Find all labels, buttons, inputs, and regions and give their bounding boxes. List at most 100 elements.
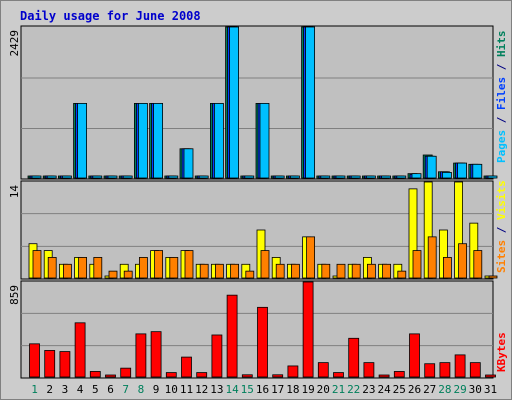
bar-kbytes-day-18 — [287, 365, 299, 378]
legend-visits-label: Visits — [495, 180, 508, 226]
x-tick-label-day-4: 4 — [77, 383, 84, 396]
x-tick-label-day-30: 30 — [469, 383, 482, 396]
bar-pages-day-24 — [381, 175, 392, 179]
bar-pages-day-25 — [396, 175, 407, 179]
bar-sites-day-12 — [199, 263, 209, 279]
bar-pages-day-18 — [289, 175, 300, 179]
panel-middle-legend: Sites / Visits — [495, 180, 508, 273]
bar-pages-day-16 — [259, 103, 270, 179]
panel-bottom-background — [20, 280, 494, 379]
bar-pages-day-29 — [457, 162, 468, 179]
bar-kbytes-day-14 — [226, 294, 238, 378]
bar-pages-day-28 — [441, 172, 452, 179]
bar-pages-day-11 — [183, 148, 194, 179]
bar-kbytes-day-8 — [135, 333, 147, 378]
x-tick-label-day-20: 20 — [317, 383, 330, 396]
chart-title: Daily usage for June 2008 — [20, 9, 201, 23]
bar-pages-day-6 — [107, 175, 118, 179]
bar-kbytes-day-13 — [211, 334, 223, 378]
x-tick-label-day-6: 6 — [107, 383, 114, 396]
bar-kbytes-day-5 — [89, 371, 101, 378]
bar-pages-day-7 — [122, 175, 133, 179]
panel-top-legend: Pages / Files / Hits — [495, 31, 508, 164]
bar-sites-day-7 — [123, 270, 133, 279]
bar-kbytes-day-2 — [44, 350, 56, 378]
bar-kbytes-day-17 — [272, 374, 284, 378]
bar-kbytes-day-21 — [333, 372, 344, 378]
bar-sites-day-10 — [169, 257, 179, 279]
panel-top-axis-max-label: 2429 — [8, 30, 21, 57]
bar-kbytes-day-9 — [150, 331, 162, 378]
legend-hits-label: Hits — [495, 31, 508, 64]
x-tick-label-day-28: 28 — [438, 383, 451, 396]
x-tick-label-day-17: 17 — [271, 383, 284, 396]
bar-sites-day-13 — [214, 263, 224, 279]
x-tick-label-day-15: 15 — [241, 383, 254, 396]
bar-pages-day-30 — [472, 163, 483, 179]
x-tick-label-day-13: 13 — [210, 383, 223, 396]
legend-separator: / — [495, 116, 508, 130]
bar-sites-day-30 — [473, 250, 483, 279]
bar-kbytes-day-22 — [348, 337, 360, 378]
x-tick-label-day-9: 9 — [153, 383, 160, 396]
bar-sites-day-3 — [63, 263, 72, 279]
legend-sites-label: Sites — [495, 240, 508, 273]
x-tick-label-day-3: 3 — [62, 383, 69, 396]
bar-sites-day-17 — [275, 263, 285, 279]
x-tick-label-day-2: 2 — [46, 383, 53, 396]
bar-sites-day-26 — [412, 250, 422, 279]
bar-kbytes-day-30 — [469, 362, 481, 378]
bar-sites-day-9 — [154, 250, 164, 279]
bar-kbytes-day-24 — [378, 374, 390, 378]
bar-sites-day-11 — [184, 250, 194, 279]
bar-kbytes-day-23 — [363, 362, 375, 378]
bar-pages-day-23 — [365, 175, 376, 179]
bar-pages-day-26 — [411, 173, 422, 179]
bar-pages-day-13 — [213, 103, 224, 179]
bar-sites-day-25 — [397, 270, 407, 279]
bar-pages-day-8 — [137, 103, 148, 179]
bar-sites-day-2 — [47, 257, 57, 279]
legend-separator: / — [495, 63, 508, 77]
bar-pages-day-9 — [153, 103, 164, 179]
bar-sites-day-22 — [351, 263, 361, 279]
x-tick-label-day-27: 27 — [423, 383, 436, 396]
legend-separator: / — [495, 226, 508, 240]
bar-pages-day-4 — [77, 103, 87, 179]
panel-bottom-legend: KBytes — [495, 332, 508, 372]
bar-pages-day-19 — [305, 26, 316, 179]
bar-sites-day-23 — [366, 263, 376, 279]
bar-sites-day-14 — [230, 263, 240, 279]
x-tick-label-day-11: 11 — [180, 383, 193, 396]
bar-sites-day-21 — [336, 263, 346, 279]
bar-kbytes-day-6 — [105, 374, 116, 378]
bar-sites-day-27 — [427, 236, 437, 279]
bar-pages-day-20 — [320, 175, 331, 179]
x-tick-label-day-8: 8 — [138, 383, 145, 396]
legend-files-label: Files — [495, 77, 508, 117]
legend-pages-label: Pages — [495, 130, 508, 163]
bar-pages-day-1 — [31, 175, 42, 179]
x-tick-label-day-26: 26 — [408, 383, 421, 396]
bar-kbytes-day-31 — [485, 374, 496, 378]
x-tick-label-day-19: 19 — [301, 383, 314, 396]
x-tick-label-day-10: 10 — [165, 383, 178, 396]
x-tick-label-day-21: 21 — [332, 383, 345, 396]
bar-pages-day-2 — [46, 175, 57, 179]
bar-kbytes-day-19 — [302, 281, 314, 378]
bar-sites-day-28 — [442, 257, 452, 279]
bar-sites-day-18 — [290, 263, 300, 279]
bar-sites-day-1 — [32, 250, 42, 279]
bar-pages-day-27 — [426, 155, 437, 179]
bar-sites-day-16 — [260, 250, 270, 279]
bar-kbytes-day-16 — [257, 306, 268, 378]
x-tick-label-day-29: 29 — [453, 383, 466, 396]
bar-kbytes-day-26 — [409, 333, 420, 378]
x-tick-label-day-7: 7 — [122, 383, 129, 396]
bar-pages-day-22 — [350, 175, 361, 179]
x-tick-label-day-16: 16 — [256, 383, 269, 396]
bar-pages-day-21 — [335, 175, 346, 179]
bar-pages-day-15 — [244, 175, 255, 179]
bar-kbytes-day-4 — [74, 322, 86, 378]
bar-pages-day-5 — [92, 175, 103, 179]
